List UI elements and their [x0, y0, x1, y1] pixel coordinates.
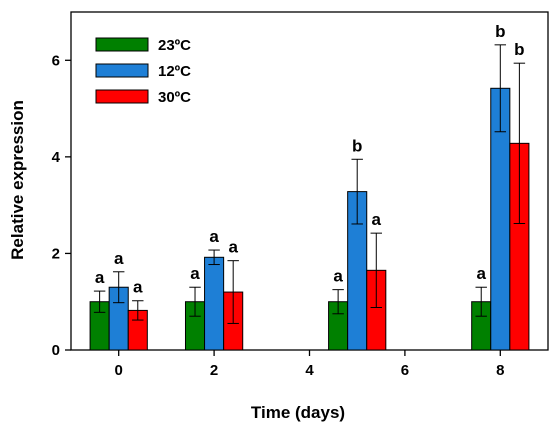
significance-label: b	[495, 22, 505, 41]
legend-label: 12ºC	[158, 63, 191, 80]
significance-label: b	[352, 136, 362, 155]
plot-frame	[70, 11, 549, 351]
significance-label: a	[95, 268, 105, 287]
y-tick-label: 6	[52, 52, 60, 69]
x-tick-label: 6	[401, 362, 409, 379]
significance-label: a	[190, 264, 200, 283]
y-tick-label: 0	[52, 342, 60, 359]
bar	[204, 256, 225, 351]
legend-swatch	[95, 37, 149, 52]
y-axis-title: Relative expression	[8, 100, 27, 260]
y-tick-label: 2	[52, 245, 60, 262]
y-tick-label: 4	[52, 149, 61, 166]
significance-label: a	[333, 267, 343, 286]
legend-swatch	[95, 63, 149, 78]
significance-label: a	[228, 238, 238, 257]
significance-label: a	[476, 264, 486, 283]
x-tick-label: 2	[210, 362, 218, 379]
significance-label: a	[209, 227, 219, 246]
legend-label: 30ºC	[158, 89, 191, 106]
x-tick-label: 4	[305, 362, 314, 379]
significance-label: a	[372, 210, 382, 229]
significance-label: a	[133, 278, 143, 297]
x-tick-label: 0	[115, 362, 123, 379]
x-axis-title: Time (days)	[251, 403, 345, 422]
significance-label: a	[114, 249, 124, 268]
legend-label: 23ºC	[158, 37, 191, 54]
x-tick-label: 8	[496, 362, 504, 379]
legend-swatch	[95, 89, 149, 104]
significance-label: b	[514, 40, 524, 59]
